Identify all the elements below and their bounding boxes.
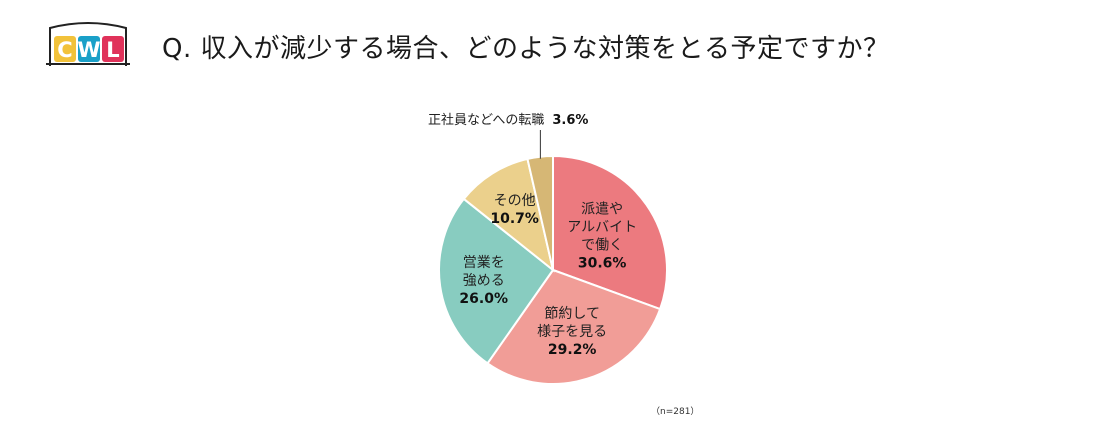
logo-letter: W bbox=[77, 38, 100, 62]
question-title: Q. 収入が減少する場合、どのような対策をとる予定ですか？ bbox=[162, 34, 890, 64]
slice-label: 節約して bbox=[544, 305, 600, 322]
slice-value-label: 3.6% bbox=[552, 113, 588, 128]
slice-label: 強める bbox=[463, 273, 505, 289]
slice-label: 営業を bbox=[463, 255, 505, 271]
pie-slice bbox=[552, 154, 668, 311]
logo-frame bbox=[49, 22, 127, 66]
logo-letter-block bbox=[102, 36, 124, 62]
slice-value-label: 26.0% bbox=[459, 291, 508, 307]
logo-letter: L bbox=[106, 38, 119, 62]
slice-label: その他 bbox=[494, 193, 536, 209]
slice-value-label: 10.7% bbox=[490, 211, 539, 227]
slice-label: 様子を見る bbox=[537, 324, 607, 340]
slice-label: アルバイト bbox=[567, 220, 637, 236]
sample-size-note: （n=281） bbox=[651, 407, 700, 417]
logo-letter: C bbox=[57, 38, 72, 62]
slice-value-label: 30.6% bbox=[578, 256, 627, 272]
slice-value-label: 29.2% bbox=[548, 342, 597, 358]
slice-label: 正社員などへの転職 bbox=[428, 112, 544, 128]
slice-label: で働く bbox=[581, 238, 623, 254]
logo-letter-block bbox=[54, 36, 76, 62]
pie-slice bbox=[462, 157, 555, 273]
pie-slice bbox=[486, 268, 662, 385]
slice-label: 派遣や bbox=[581, 202, 623, 218]
logo-letter-block bbox=[78, 36, 100, 62]
pie-slice bbox=[438, 197, 555, 365]
